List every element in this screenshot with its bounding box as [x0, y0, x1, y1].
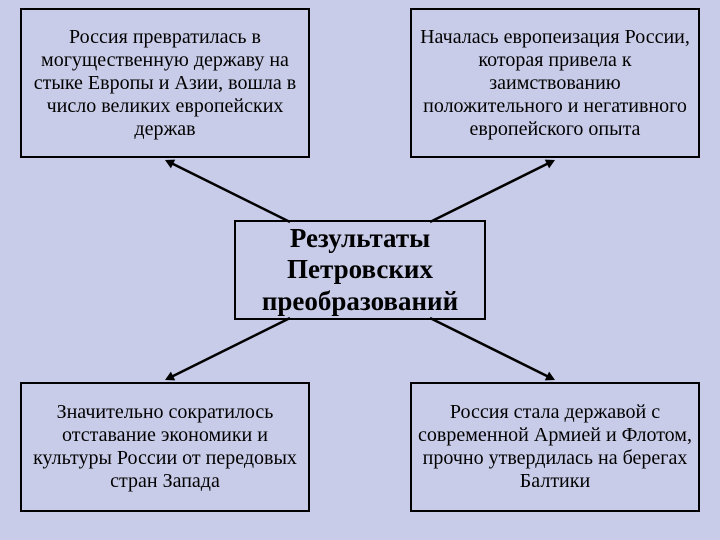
connectors [0, 0, 720, 540]
